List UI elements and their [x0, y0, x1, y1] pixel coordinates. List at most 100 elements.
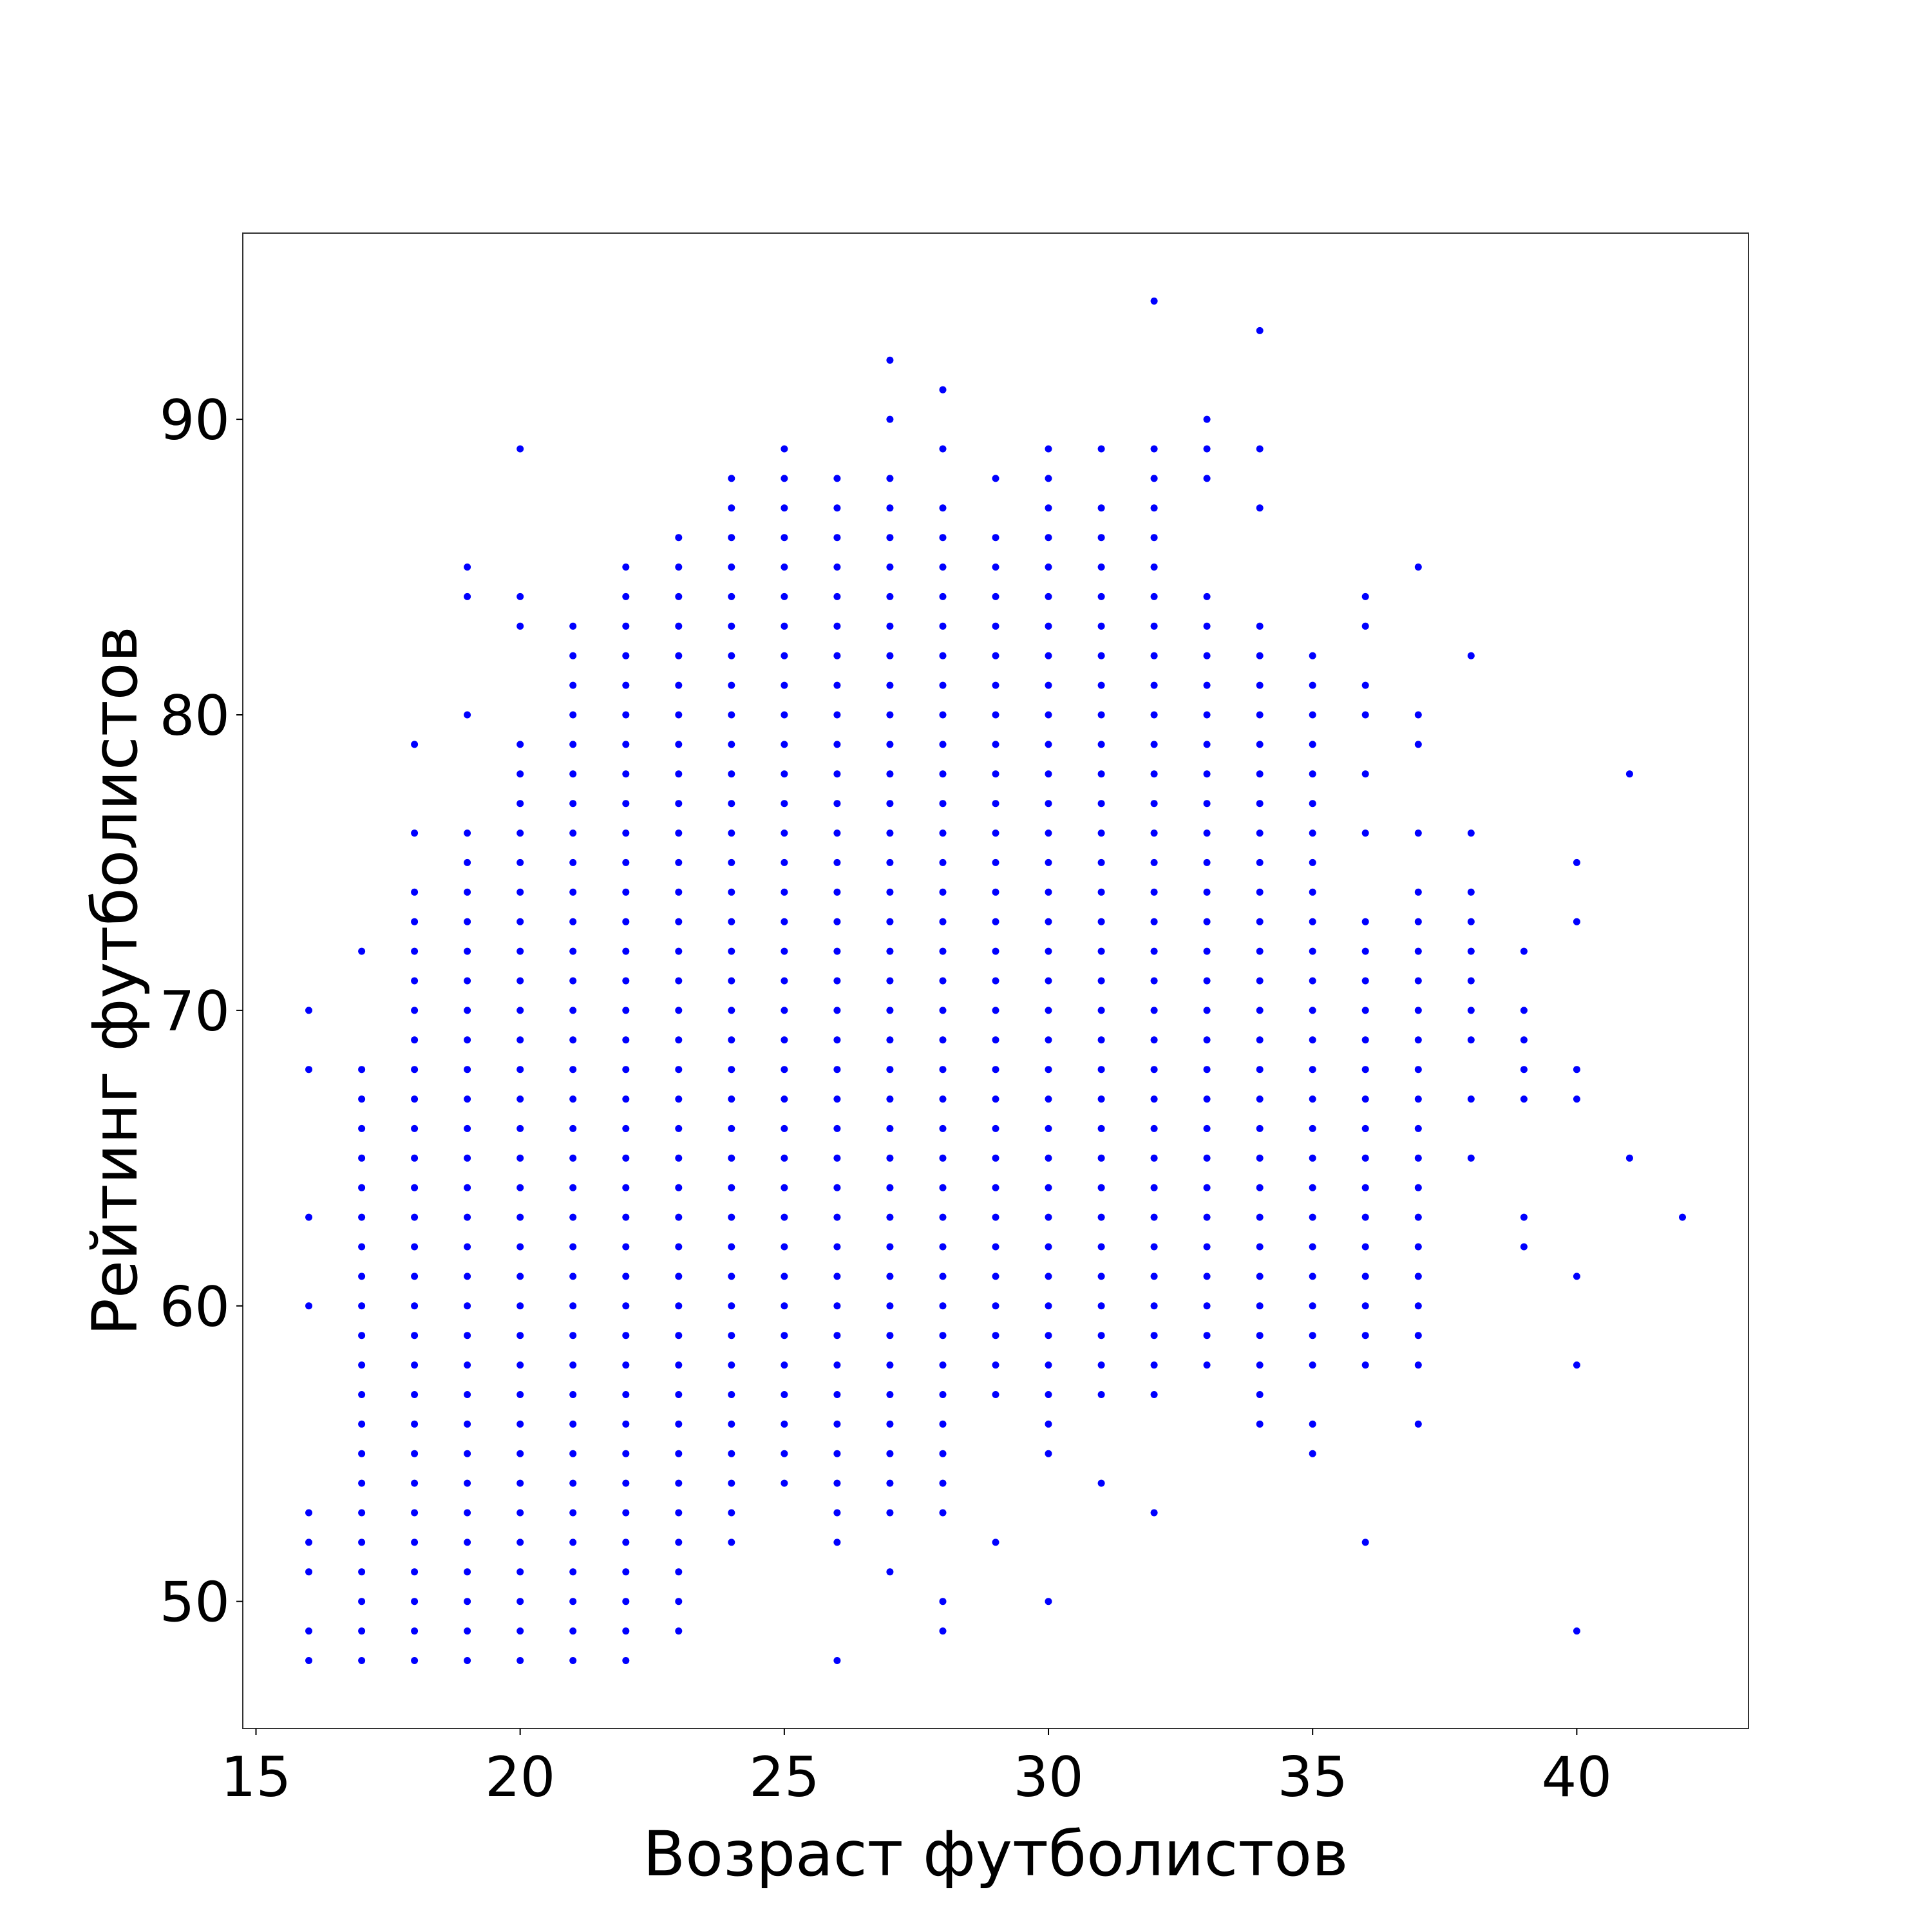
data-point: [569, 1302, 577, 1310]
data-point: [569, 1095, 577, 1103]
data-point: [622, 1627, 630, 1635]
data-point: [358, 1184, 366, 1191]
data-point: [1203, 1066, 1211, 1074]
data-point: [833, 1657, 841, 1664]
data-point: [1097, 711, 1105, 719]
data-point: [781, 1361, 788, 1369]
data-point: [1097, 1124, 1105, 1132]
data-point: [1045, 711, 1052, 719]
data-point: [1361, 1361, 1369, 1369]
data-point: [1045, 918, 1052, 925]
data-point: [728, 564, 735, 571]
data-point: [992, 918, 999, 925]
data-point: [516, 1036, 524, 1044]
data-point: [622, 1361, 630, 1369]
data-point: [1203, 1302, 1211, 1310]
data-point: [1150, 918, 1158, 925]
data-point: [886, 1568, 894, 1576]
data-point: [675, 829, 683, 837]
data-point: [411, 741, 419, 748]
data-point: [569, 1598, 577, 1605]
data-point: [1097, 1007, 1105, 1014]
data-point: [1150, 741, 1158, 748]
data-point: [886, 622, 894, 630]
data-point: [939, 1302, 947, 1310]
data-point: [1361, 1124, 1369, 1132]
data-point: [1309, 918, 1316, 925]
data-point: [411, 1243, 419, 1251]
data-point: [1150, 1302, 1158, 1310]
data-point: [833, 1213, 841, 1221]
data-point: [1150, 1213, 1158, 1221]
data-point: [1467, 1007, 1475, 1014]
data-point: [569, 1568, 577, 1576]
data-point: [411, 1066, 419, 1074]
data-point: [1467, 652, 1475, 659]
data-point: [675, 1154, 683, 1162]
data-point: [569, 741, 577, 748]
data-point: [1045, 1302, 1052, 1310]
data-point: [939, 1184, 947, 1191]
data-point: [728, 829, 735, 837]
data-point: [411, 1007, 419, 1014]
data-point: [1045, 1095, 1052, 1103]
data-point: [1097, 1479, 1105, 1487]
data-point: [833, 888, 841, 896]
data-point: [1203, 1036, 1211, 1044]
data-point: [886, 1184, 894, 1191]
data-point: [1414, 1095, 1422, 1103]
data-point: [1467, 1095, 1475, 1103]
data-point: [675, 1066, 683, 1074]
data-point: [305, 1657, 312, 1664]
data-point: [939, 564, 947, 571]
data-point: [464, 592, 471, 600]
data-point: [622, 1332, 630, 1340]
data-point: [992, 1361, 999, 1369]
data-point: [728, 1273, 735, 1280]
data-point: [411, 1124, 419, 1132]
data-point: [992, 1007, 999, 1014]
data-point: [833, 1243, 841, 1251]
data-point: [516, 1420, 524, 1428]
data-point: [622, 1302, 630, 1310]
data-point: [464, 858, 471, 866]
data-point: [728, 1184, 735, 1191]
data-point: [781, 711, 788, 719]
data-point: [886, 504, 894, 512]
data-point: [1203, 1154, 1211, 1162]
data-point: [1203, 475, 1211, 482]
data-point: [1045, 1184, 1052, 1191]
data-point: [833, 858, 841, 866]
data-point: [1679, 1213, 1686, 1221]
data-point: [1150, 652, 1158, 659]
data-point: [1361, 1184, 1369, 1191]
data-point: [728, 1361, 735, 1369]
data-point: [358, 1598, 366, 1605]
data-point: [411, 1273, 419, 1280]
data-point: [939, 1391, 947, 1398]
data-point: [886, 741, 894, 748]
data-point: [1361, 1036, 1369, 1044]
data-point: [1045, 1332, 1052, 1340]
data-point: [358, 1420, 366, 1428]
data-point: [886, 858, 894, 866]
data-point: [833, 475, 841, 482]
data-point: [411, 829, 419, 837]
data-point: [939, 1332, 947, 1340]
data-point: [464, 1420, 471, 1428]
data-point: [516, 1657, 524, 1664]
data-point: [1414, 1154, 1422, 1162]
data-point: [464, 1273, 471, 1280]
data-point: [781, 1036, 788, 1044]
data-point: [569, 1124, 577, 1132]
data-point: [1203, 445, 1211, 453]
data-point: [992, 1243, 999, 1251]
data-point: [1361, 1332, 1369, 1340]
data-point: [1097, 1066, 1105, 1074]
data-point: [675, 1627, 683, 1635]
data-point: [516, 622, 524, 630]
data-point: [992, 652, 999, 659]
data-point: [1045, 1598, 1052, 1605]
data-point: [781, 770, 788, 778]
